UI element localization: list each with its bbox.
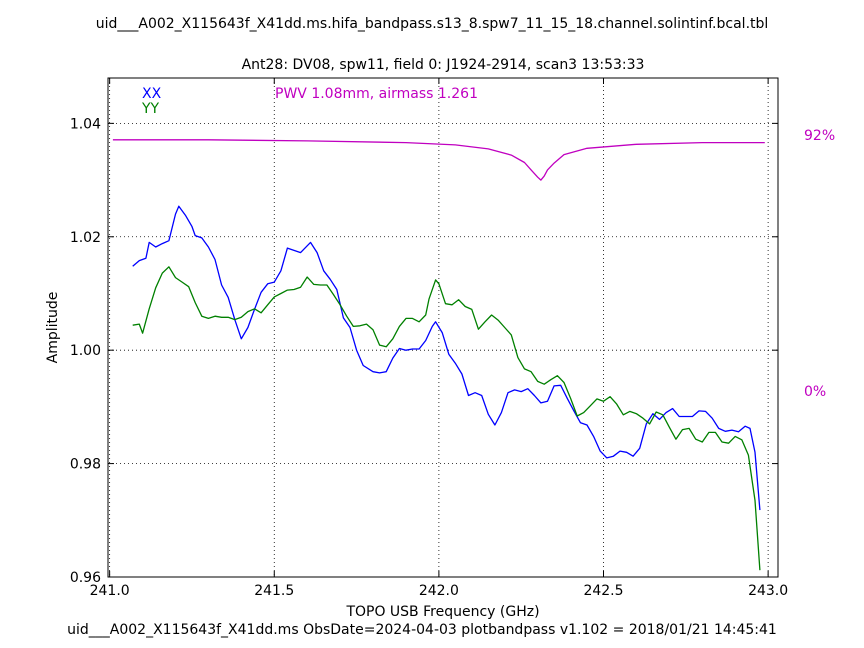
pwv-annotation: PWV 1.08mm, airmass 1.261: [275, 86, 478, 102]
x-tick-label: 241.5: [254, 583, 294, 599]
atmospheric-transmission-line: [112, 139, 765, 181]
axis-labels: 241.0 241.5 242.0 242.5 243.0 0.96 0.98 1.00 1.0…: [45, 86, 835, 620]
grid-lines: [108, 78, 778, 578]
right-axis-bottom-label: 0%: [804, 384, 826, 400]
footer-text: uid___A002_X115643f_X41dd.ms ObsDate=202…: [67, 622, 777, 638]
right-axis-top-label: 92%: [804, 128, 835, 144]
y-tick-label: 1.00: [70, 343, 101, 359]
y-tick-label: 1.04: [70, 116, 101, 132]
axis-ticks: [108, 78, 778, 578]
series-xx-line: [132, 205, 761, 511]
y-tick-label: 0.96: [70, 570, 101, 586]
x-tick-label: 242.0: [419, 583, 459, 599]
plot-frame: [107, 77, 779, 578]
y-tick-label: 1.02: [70, 230, 101, 246]
series-layer: [112, 139, 765, 571]
chart-subtitle: Ant28: DV08, spw11, field 0: J1924-2914,…: [241, 57, 645, 73]
chart-title: uid___A002_X115643f_X41dd.ms.hifa_bandpa…: [95, 16, 769, 32]
y-axis-label: Amplitude: [45, 292, 61, 364]
series-yy-line: [132, 266, 761, 571]
x-tick-label: 243.0: [748, 583, 788, 599]
legend-xx: XX: [142, 86, 162, 102]
x-axis-label: TOPO USB Frequency (GHz): [345, 604, 539, 620]
legend-yy: YY: [141, 101, 160, 117]
x-tick-label: 241.0: [90, 583, 130, 599]
y-tick-label: 0.98: [70, 457, 101, 473]
x-tick-label: 242.5: [583, 583, 623, 599]
